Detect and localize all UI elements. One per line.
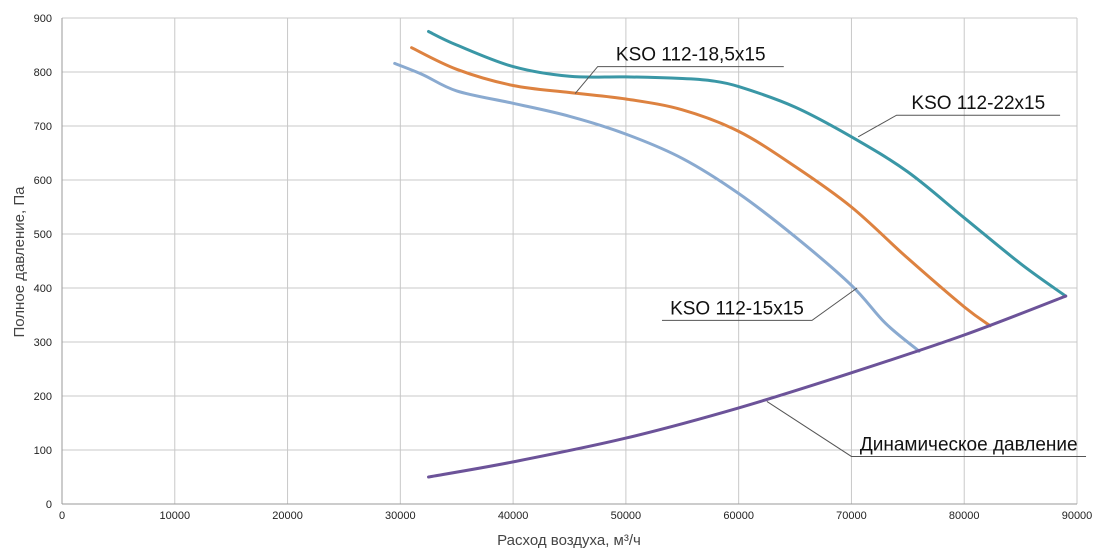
x-tick-label: 80000 <box>949 510 980 522</box>
callout-label-3: KSO 112-15x15 <box>670 298 804 319</box>
callout-label-4: Динамическое давление <box>860 434 1078 455</box>
x-axis-title: Расход воздуха, м³/ч <box>497 532 641 549</box>
x-tick-label: 40000 <box>498 510 529 522</box>
callout-label-2: KSO 112-22x15 <box>911 93 1045 114</box>
x-tick-label: 0 <box>59 510 65 522</box>
callout-label-1: KSO 112-18,5x15 <box>616 45 766 66</box>
x-tick-label: 10000 <box>159 510 190 522</box>
y-tick-label: 0 <box>46 499 52 511</box>
y-tick-label: 300 <box>34 337 52 349</box>
grid <box>62 18 1077 504</box>
x-tick-label: 50000 <box>611 510 642 522</box>
y-tick-label: 200 <box>34 391 52 403</box>
y-tick-label: 500 <box>34 229 52 241</box>
y-tick-label: 100 <box>34 445 52 457</box>
series-line-2 <box>412 48 991 326</box>
y-tick-label: 700 <box>34 121 52 133</box>
y-tick-label: 900 <box>34 13 52 25</box>
y-tick-label: 600 <box>34 175 52 187</box>
series-line-3 <box>395 63 919 351</box>
x-tick-label: 90000 <box>1062 510 1093 522</box>
y-tick-label: 400 <box>34 283 52 295</box>
x-tick-label: 70000 <box>836 510 867 522</box>
y-tick-label: 800 <box>34 67 52 79</box>
callouts: KSO 112-18,5x15 KSO 112-22x15 KSO 112-15x1… <box>575 45 1086 457</box>
series-line-1 <box>429 32 1066 297</box>
x-tick-label: 60000 <box>723 510 754 522</box>
x-tick-label: 30000 <box>385 510 416 522</box>
y-axis-title: Полное давление, Па <box>11 186 28 338</box>
x-tick-label: 20000 <box>272 510 303 522</box>
